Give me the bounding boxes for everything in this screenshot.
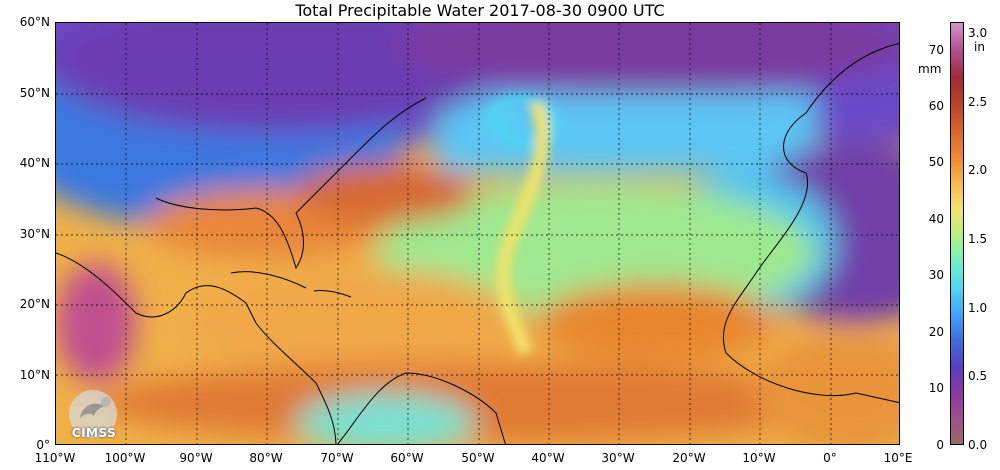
- in-tick-0-5: 0.5: [968, 369, 988, 383]
- lon-label-70w: 70°W: [320, 451, 354, 465]
- canada-dry: [56, 23, 506, 133]
- precipitable-water-map: [55, 22, 900, 445]
- lat-label-50n: 50°N: [19, 86, 50, 100]
- in-tick-2-0: 2.0: [968, 163, 988, 177]
- africa-moist: [756, 333, 899, 444]
- south-america-coast: [336, 372, 506, 444]
- colorbar: [950, 22, 964, 445]
- map-title: Total Precipitable Water 2017-08-30 0900…: [295, 1, 665, 20]
- lat-label-0: 0°: [36, 438, 50, 452]
- graticule: [56, 23, 899, 444]
- gulf-stream-moisture: [296, 163, 476, 223]
- mexico-dry-patch: [56, 263, 136, 383]
- lon-label-0: 0°: [823, 451, 837, 465]
- lon-label-10e: 10°E: [883, 451, 913, 465]
- coastlines: [56, 43, 899, 444]
- gulf-coast: [155, 97, 427, 270]
- itcz-moisture: [536, 283, 776, 363]
- cuba-outline: [230, 271, 307, 289]
- tpw-field: [56, 23, 899, 444]
- lon-label-10w: 10°W: [742, 451, 776, 465]
- lon-label-90w: 90°W: [179, 451, 213, 465]
- lon-label-110w: 110°W: [34, 451, 76, 465]
- north-america-coast: [56, 252, 337, 444]
- lon-label-80w: 80°W: [249, 451, 283, 465]
- mm-tick-0: 0: [936, 438, 944, 452]
- cimss-logo-text: CIMSS: [71, 426, 117, 440]
- in-tick-2-5: 2.5: [968, 95, 988, 109]
- lon-label-30w: 30°W: [601, 451, 635, 465]
- cyclone-spiral: [484, 95, 560, 149]
- lon-label-100w: 100°W: [104, 451, 146, 465]
- hispaniola-outline: [313, 290, 352, 298]
- colorbar-mm-unit: mm: [918, 62, 942, 76]
- in-tick-0-0: 0.0: [968, 438, 988, 452]
- lat-label-60n: 60°N: [19, 15, 50, 29]
- in-tick-1-5: 1.5: [968, 232, 988, 246]
- greenland-sea-dry: [396, 23, 899, 93]
- lon-label-20w: 20°W: [672, 451, 706, 465]
- mm-tick-30: 30: [928, 268, 944, 282]
- mm-tick-60: 60: [928, 99, 944, 113]
- mm-tick-70: 70: [928, 43, 944, 57]
- in-tick-3-0: 3.0: [968, 26, 988, 40]
- lon-label-40w: 40°W: [531, 451, 565, 465]
- lon-label-60w: 60°W: [390, 451, 424, 465]
- mm-tick-50: 50: [928, 155, 944, 169]
- mm-tick-40: 40: [928, 212, 944, 226]
- cyclone-tail: [496, 100, 550, 356]
- amazon-moisture: [296, 393, 476, 444]
- lat-label-20n: 20°N: [19, 297, 50, 311]
- europe-africa-coast: [722, 43, 899, 404]
- in-tick-1-0: 1.0: [968, 301, 988, 315]
- caribbean-moisture: [186, 268, 526, 378]
- lat-label-30n: 30°N: [19, 227, 50, 241]
- equatorial-moisture: [96, 363, 856, 443]
- lat-label-10n: 10°N: [19, 368, 50, 382]
- lat-label-40n: 40°N: [19, 156, 50, 170]
- cimss-logo-icon: [69, 390, 117, 438]
- colorbar-in-unit: in: [974, 40, 985, 54]
- lon-label-50w: 50°W: [461, 451, 495, 465]
- mm-tick-20: 20: [928, 325, 944, 339]
- mm-tick-10: 10: [928, 381, 944, 395]
